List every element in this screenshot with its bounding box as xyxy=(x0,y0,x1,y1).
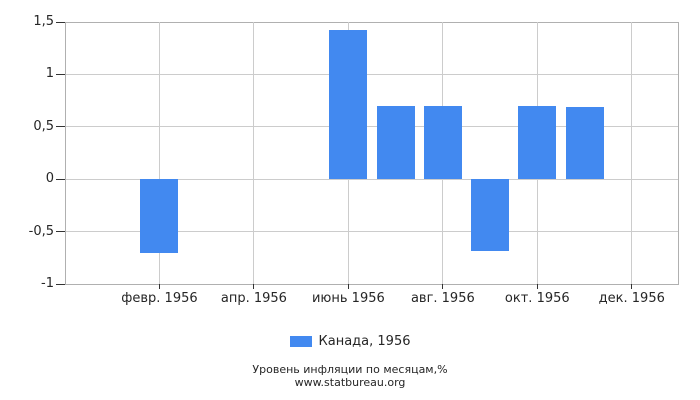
x-tick-label: июнь 1956 xyxy=(311,291,385,306)
y-tick-label: 1 xyxy=(45,66,54,82)
plot-area xyxy=(65,21,679,285)
bar-month-7[interactable] xyxy=(376,105,415,180)
source-url: www.statbureau.org xyxy=(294,375,406,389)
x-tick-label: февр. 1956 xyxy=(121,291,198,306)
chart-subtitle: Уровень инфляции по месяцам,% xyxy=(252,363,448,376)
gridline-x xyxy=(631,22,633,284)
gridline-y xyxy=(65,126,679,128)
y-tick-mark xyxy=(56,283,65,285)
bar-month-2[interactable] xyxy=(140,179,179,253)
y-tick-mark xyxy=(56,231,65,233)
y-tick-mark xyxy=(56,126,65,128)
x-tick-mark xyxy=(347,284,349,289)
gridline-y xyxy=(65,21,679,23)
legend-label: Канада, 1956 xyxy=(318,334,411,349)
x-tick-mark xyxy=(253,284,255,289)
gridline-y xyxy=(65,178,679,180)
bar-month-6[interactable] xyxy=(329,30,368,180)
gridline-y xyxy=(65,231,679,233)
footer: Уровень инфляции по месяцам,% www.statbu… xyxy=(0,363,700,389)
y-tick-label: -1 xyxy=(41,276,54,291)
y-tick-label: -0,5 xyxy=(28,223,54,239)
bar-month-8[interactable] xyxy=(423,105,462,180)
x-tick-label: дек. 1956 xyxy=(598,291,665,306)
bar-month-10[interactable] xyxy=(518,105,557,180)
y-tick-label: 1,5 xyxy=(33,14,54,29)
bar-month-11[interactable] xyxy=(565,106,604,180)
gridline-y xyxy=(65,73,679,75)
plot-right-border xyxy=(678,22,679,284)
y-tick-label: 0 xyxy=(45,171,54,187)
gridline-x xyxy=(158,22,160,284)
x-tick-mark xyxy=(631,284,633,289)
x-tick-label: авг. 1956 xyxy=(410,291,475,306)
y-tick-label: 0,5 xyxy=(33,118,54,134)
gridline-y xyxy=(65,283,679,285)
x-tick-label: окт. 1956 xyxy=(504,291,570,306)
x-tick-mark xyxy=(158,284,160,289)
gridline-x xyxy=(253,22,255,284)
x-tick-mark xyxy=(536,284,538,289)
x-tick-mark xyxy=(442,284,444,289)
bar-month-9[interactable] xyxy=(471,179,510,252)
y-tick-mark xyxy=(56,73,65,75)
legend-swatch xyxy=(289,336,312,347)
legend: Канада, 1956 xyxy=(0,334,700,349)
x-tick-label: апр. 1956 xyxy=(220,291,287,306)
y-tick-mark xyxy=(56,21,65,23)
y-tick-mark xyxy=(56,178,65,180)
y-axis-line xyxy=(65,22,66,284)
